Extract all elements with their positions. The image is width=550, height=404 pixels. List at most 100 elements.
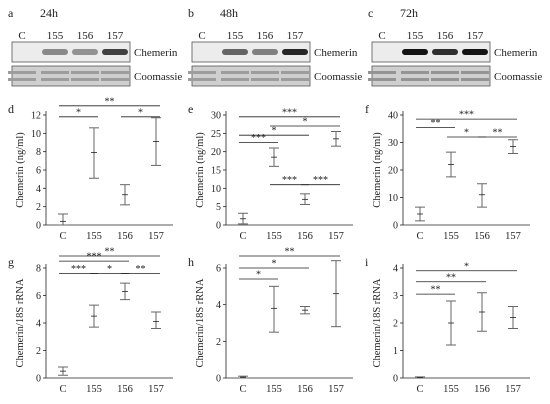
x-tick-label: C <box>416 231 423 242</box>
y-tick-label: 8 <box>36 264 41 275</box>
coomassie-band <box>251 71 279 74</box>
panel-letter: d <box>8 102 14 116</box>
y-axis-label: Chemerin (ng/ml) <box>372 132 383 208</box>
blot-band <box>462 49 488 55</box>
y-tick-label: 6 <box>36 291 41 302</box>
significance-label: *** <box>282 175 297 186</box>
y-axis-label: Chemerin/18S rRNA <box>15 278 26 367</box>
x-tick-label: 157 <box>148 231 164 242</box>
significance-label: ** <box>431 118 441 129</box>
x-tick-label: C <box>416 384 423 395</box>
x-tick-label: 157 <box>505 384 521 395</box>
blot-title: 24h <box>40 6 58 20</box>
y-tick-label: 4 <box>36 184 41 195</box>
coomassie-band <box>431 71 459 74</box>
coomassie-band <box>41 71 69 74</box>
coomassie-band <box>71 71 99 74</box>
significance-label: * <box>256 270 261 281</box>
lane-label: 155 <box>47 30 64 42</box>
y-tick-label: 2 <box>36 346 41 357</box>
significance-label: ** <box>136 264 146 275</box>
y-tick-label: 12 <box>31 111 41 122</box>
lane-label: 157 <box>107 30 124 42</box>
lane-label: 156 <box>77 30 94 42</box>
significance-label: ** <box>493 128 503 139</box>
y-tick-label: 40 <box>388 111 398 122</box>
y-tick-label: 20 <box>388 166 398 177</box>
x-tick-label: 156 <box>117 384 133 395</box>
blot-strip <box>371 65 491 87</box>
blot-strip <box>11 65 131 87</box>
blot-strip <box>371 41 491 63</box>
y-axis-label: Chemerin (ng/ml) <box>195 132 206 208</box>
x-tick-label: C <box>59 384 66 395</box>
panel-letter: i <box>365 255 369 269</box>
significance-label: *** <box>251 133 266 144</box>
y-tick-label: 20 <box>211 147 221 158</box>
significance-label: * <box>272 126 277 137</box>
y-tick-label: 4 <box>216 300 221 311</box>
lane-label: 155 <box>227 30 244 42</box>
significance-label: * <box>303 117 308 128</box>
significance-label: ** <box>285 247 295 258</box>
coomassie-band <box>281 71 309 74</box>
coomassie-band <box>41 78 69 81</box>
x-tick-label: 155 <box>86 231 102 242</box>
x-tick-label: C <box>59 231 66 242</box>
coomassie-band <box>8 78 36 81</box>
x-tick-label: 157 <box>328 384 344 395</box>
blot-row-label: Coomassie <box>494 71 542 83</box>
coomassie-band <box>461 78 489 81</box>
y-axis-label: Chemerin/18S rRNA <box>195 278 206 367</box>
panel-letter: b <box>188 6 194 20</box>
blot-row-label: Coomassie <box>134 71 182 83</box>
significance-label: ** <box>446 272 456 283</box>
coomassie-band <box>461 71 489 74</box>
y-tick-label: 6 <box>36 166 41 177</box>
y-axis-label: Chemerin (ng/ml) <box>15 132 26 208</box>
coomassie-band <box>368 78 396 81</box>
y-tick-label: 6 <box>216 264 221 275</box>
x-tick-label: 156 <box>474 231 490 242</box>
y-tick-label: 25 <box>211 129 221 140</box>
x-tick-label: 155 <box>266 231 282 242</box>
blot-band <box>42 49 68 55</box>
panel-letter: a <box>8 6 14 20</box>
lane-label: 156 <box>437 30 454 42</box>
lane-label: C <box>198 30 205 42</box>
y-tick-label: 0 <box>393 374 398 385</box>
x-tick-label: 157 <box>505 231 521 242</box>
coomassie-band <box>281 78 309 81</box>
coomassie-band <box>101 78 129 81</box>
blot-row-label: Chemerin <box>314 47 358 59</box>
blot-title: 72h <box>400 6 418 20</box>
blot-row-label: Chemerin <box>494 47 538 59</box>
blot-title: 48h <box>220 6 238 20</box>
panel-letter: g <box>8 255 14 269</box>
coomassie-band <box>221 78 249 81</box>
y-tick-label: 10 <box>31 129 41 140</box>
significance-label: *** <box>87 252 102 263</box>
panel-letter: h <box>188 255 194 269</box>
lane-label: 156 <box>257 30 274 42</box>
coomassie-band <box>71 78 99 81</box>
coomassie-band <box>221 71 249 74</box>
lane-label: C <box>18 30 25 42</box>
lane-label: C <box>378 30 385 42</box>
x-tick-label: 156 <box>474 384 490 395</box>
significance-label: ** <box>431 285 441 296</box>
x-tick-label: 155 <box>443 384 459 395</box>
significance-label: * <box>464 261 469 272</box>
y-tick-label: 10 <box>388 193 398 204</box>
coomassie-band <box>188 78 216 81</box>
y-tick-label: 0 <box>36 374 41 385</box>
blot-band <box>432 49 458 55</box>
y-tick-label: 15 <box>211 166 221 177</box>
blot-band <box>222 49 248 55</box>
significance-label: * <box>464 128 469 139</box>
y-tick-label: 2 <box>393 319 398 330</box>
x-tick-label: C <box>239 384 246 395</box>
coomassie-band <box>188 71 216 74</box>
lane-label: 157 <box>287 30 304 42</box>
